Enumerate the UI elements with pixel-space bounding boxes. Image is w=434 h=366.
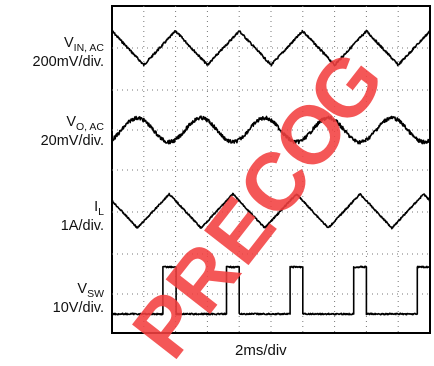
il-scale: 1A/div. [60,218,104,234]
vsw-symbol: V [77,281,88,297]
vin-symbol: V [63,35,74,51]
il-subscript: L [98,206,104,218]
vsw-scale: 10V/div. [52,300,104,316]
vin-subscript: IN, AC [73,42,104,54]
trace-label-vin: VIN, AC 200mV/div. [33,34,104,71]
vin-trace [111,29,431,67]
trace-label-il: IL 1A/div. [61,198,104,235]
vo-trace [111,115,431,145]
vsw-subscript: SW [87,288,104,300]
trace-group [111,29,431,316]
il-symbol: I [94,199,99,215]
vin-scale: 200mV/div. [32,54,104,70]
vo-symbol: V [66,114,76,130]
il-trace [111,192,431,230]
time-base-label: 2ms/div [235,342,287,359]
vo-scale: 20mV/div. [40,133,104,149]
trace-label-vo: VO, AC 20mV/div. [41,113,104,150]
trace-label-vsw: VSW 10V/div. [53,280,104,317]
vo-subscript: O, AC [75,121,104,133]
vsw-trace [111,265,431,316]
